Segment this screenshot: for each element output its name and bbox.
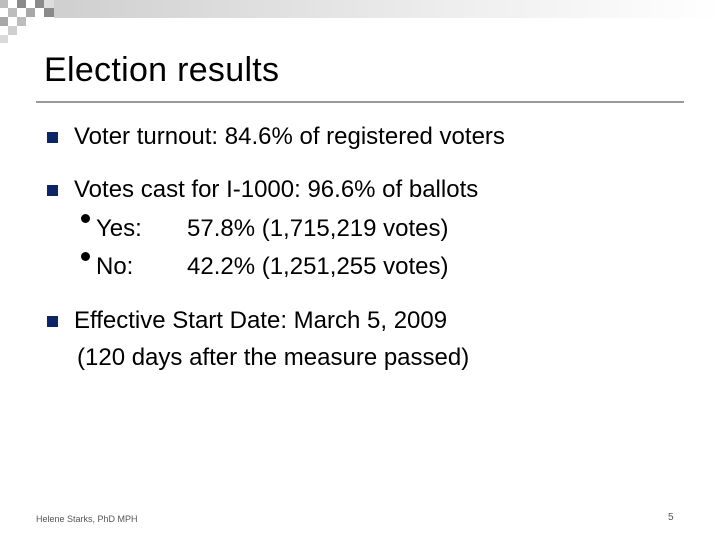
bullet-votes-cast: Votes cast for I-1000: 96.6% of ballots	[74, 176, 479, 203]
bullet-effective-date: Effective Start Date: March 5, 2009	[74, 307, 448, 334]
bullet-turnout: Voter turnout: 84.6% of registered voter…	[74, 123, 505, 150]
decorative-header-pattern	[0, 0, 720, 43]
page-number: 5	[668, 512, 674, 523]
round-bullet-icon	[81, 214, 90, 223]
sub-bullet-yes-value: 57.8% (1,715,219 votes)	[187, 215, 449, 242]
square-bullet-icon	[47, 316, 58, 327]
sub-bullet-no-label: No:	[96, 253, 134, 280]
footer-author: Helene Starks, PhD MPH	[36, 514, 138, 524]
round-bullet-icon	[81, 252, 90, 261]
sub-bullet-yes-label: Yes:	[96, 215, 142, 242]
title-divider	[36, 101, 684, 103]
square-bullet-icon	[47, 132, 58, 143]
slide-title: Election results	[44, 51, 280, 89]
square-bullet-icon	[47, 185, 58, 196]
bullet-effective-date-note: (120 days after the measure passed)	[77, 344, 470, 371]
sub-bullet-no-value: 42.2% (1,251,255 votes)	[187, 253, 449, 280]
